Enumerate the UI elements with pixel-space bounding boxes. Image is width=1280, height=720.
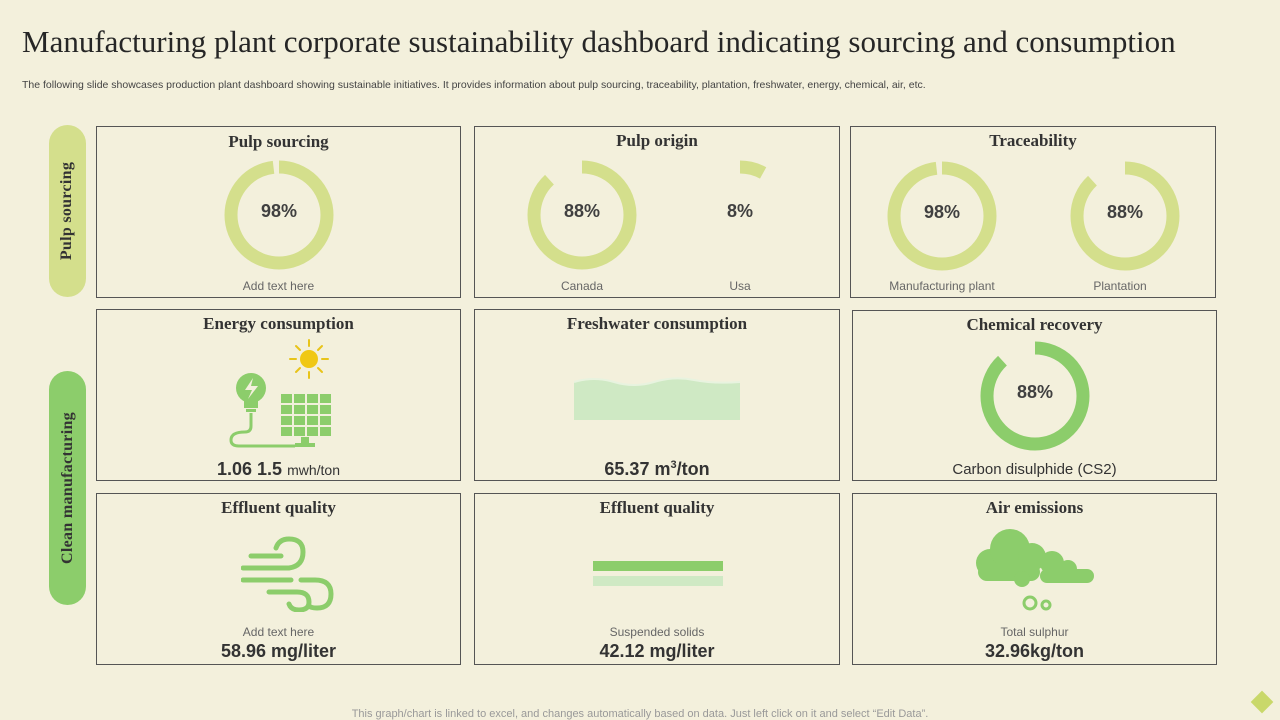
freshwater-number: 65.37 m	[604, 459, 671, 479]
card-traceability: Traceability 98% Manufacturing plant 88%…	[850, 126, 1216, 298]
card-title: Freshwater consumption	[566, 314, 748, 333]
cloud-emission-icon	[976, 529, 1094, 611]
air-label: Total sulphur	[1000, 625, 1069, 639]
card-effluent-quality-2: Effluent quality Suspended solids 42.12 …	[474, 493, 840, 665]
side-label-text: Clean manufacturing	[58, 412, 76, 564]
card-energy-consumption: Energy consumption 1.06 1.5 mwh/ton	[96, 309, 461, 481]
side-label-text: Pulp sourcing	[58, 161, 76, 261]
donut-arc	[224, 160, 334, 270]
card-title: Pulp sourcing	[228, 132, 329, 151]
chemical-label: Carbon disulphide (CS2)	[952, 461, 1117, 478]
card-freshwater-consumption: Freshwater consumption 65.37 m3/ton	[474, 309, 840, 481]
donut-arc	[887, 161, 997, 271]
side-label-pulp-sourcing: Pulp sourcing	[49, 125, 86, 297]
donut-ring	[685, 160, 795, 270]
page-subtitle: The following slide showcases production…	[22, 79, 926, 91]
card-pulp-sourcing: Pulp sourcing 98% Add text here	[96, 126, 461, 298]
freshwater-value: 65.37 m3/ton	[475, 459, 839, 480]
donut-label: Canada	[560, 279, 604, 293]
donut-arc	[1070, 161, 1180, 271]
donut-chart: 88%	[1067, 158, 1183, 274]
side-label-clean-manufacturing: Clean manufacturing	[49, 371, 86, 605]
donut-value: 98%	[260, 201, 298, 221]
donut-ring	[224, 160, 334, 270]
wind-icon	[241, 536, 334, 612]
energy-unit: mwh/ton	[287, 462, 340, 478]
card-air-emissions: Air emissions Total sulphur 32.96kg/ton	[852, 493, 1217, 665]
card-chemical-recovery: Chemical recovery 88% Carbon disulphide …	[852, 310, 1217, 481]
card-title: Traceability	[989, 131, 1077, 150]
card-title: Air emissions	[985, 498, 1084, 517]
solar-energy-icon	[229, 339, 331, 448]
donut-chart: 88%	[977, 338, 1093, 454]
card-title: Energy consumption	[203, 314, 354, 333]
freshwater-exponent: 3	[670, 459, 677, 471]
footer-note: This graph/chart is linked to excel, and…	[351, 708, 929, 720]
page-title: Manufacturing plant corporate sustainabi…	[22, 24, 1176, 59]
donut-ring	[980, 341, 1090, 451]
card-title: Effluent quality	[599, 498, 715, 517]
freshwater-unit: /ton	[676, 459, 710, 479]
donut-chart: 88%	[524, 157, 640, 273]
donut-value: 88%	[1106, 202, 1144, 222]
donut-chart: 98%	[221, 157, 337, 273]
donut-ring	[527, 160, 637, 270]
donut-label: Add text here	[242, 279, 315, 293]
donut-value: 98%	[923, 202, 961, 222]
card-title: Effluent quality	[221, 498, 336, 517]
donut-chart: 98%	[884, 158, 1000, 274]
solids-bars-icon	[593, 561, 723, 586]
energy-number: 1.06 1.5	[217, 459, 283, 479]
donut-ring	[1070, 161, 1180, 271]
effluent1-value: 58.96 mg/liter	[220, 641, 337, 661]
air-value: 32.96kg/ton	[984, 641, 1085, 661]
donut-label: Plantation	[1093, 279, 1147, 293]
card-title: Pulp origin	[616, 131, 698, 150]
effluent2-label: Suspended solids	[609, 625, 705, 639]
donut-label: Usa	[729, 279, 751, 293]
donut-chart: 8%	[682, 157, 798, 273]
donut-value: 8%	[726, 201, 753, 221]
card-title: Chemical recovery	[966, 315, 1103, 334]
donut-ring	[887, 161, 997, 271]
donut-arc	[685, 160, 795, 270]
effluent1-label: Add text here	[242, 625, 315, 639]
donut-value: 88%	[1016, 382, 1054, 402]
donut-label: Manufacturing plant	[889, 279, 995, 293]
card-effluent-quality-1: Effluent quality Add text here 58.96 mg/…	[96, 493, 461, 665]
effluent2-value: 42.12 mg/liter	[599, 641, 715, 661]
water-wave-icon	[574, 377, 740, 420]
donut-arc	[527, 160, 637, 270]
card-pulp-origin: Pulp origin 88% Canada 8% Usa	[474, 126, 840, 298]
energy-value: 1.06 1.5 mwh/ton	[97, 459, 460, 480]
donut-value: 88%	[563, 201, 601, 221]
donut-arc	[980, 341, 1090, 451]
